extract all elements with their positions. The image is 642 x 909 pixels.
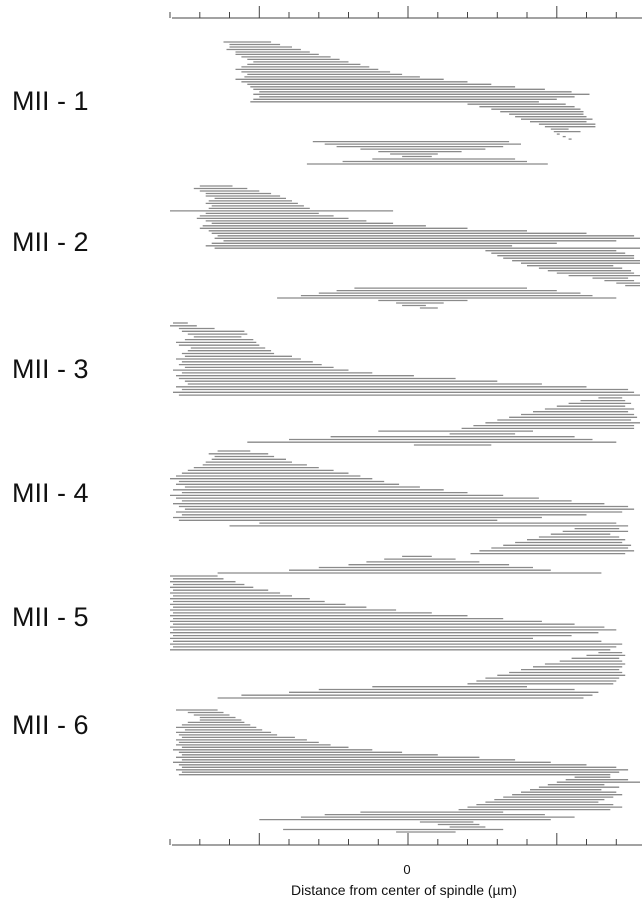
top-x-axis	[169, 6, 642, 19]
row-label: MII - 3	[12, 354, 89, 384]
bottom-x-axis	[169, 833, 642, 846]
row-label: MII - 2	[12, 227, 89, 257]
row-label: MII - 1	[12, 86, 89, 116]
row-mii-5: MII - 5	[12, 575, 626, 699]
row-mii-1: MII - 1	[12, 41, 596, 165]
row-label: MII - 4	[12, 478, 89, 508]
x-axis-label: Distance from center of spindle (µm)	[291, 882, 517, 898]
row-mii-2: MII - 2	[12, 185, 640, 309]
row-mii-3: MII - 3	[12, 322, 640, 446]
x-tick-label-zero: 0	[403, 862, 410, 877]
row-label: MII - 6	[12, 710, 89, 740]
chart-rows: MII - 1 MII - 2 MII - 3 MII - 4 MII - 5 MII -…	[12, 41, 640, 833]
row-label: MII - 5	[12, 602, 89, 632]
row-mii-6: MII - 6	[12, 709, 640, 833]
row-mii-4: MII - 4	[12, 450, 635, 574]
